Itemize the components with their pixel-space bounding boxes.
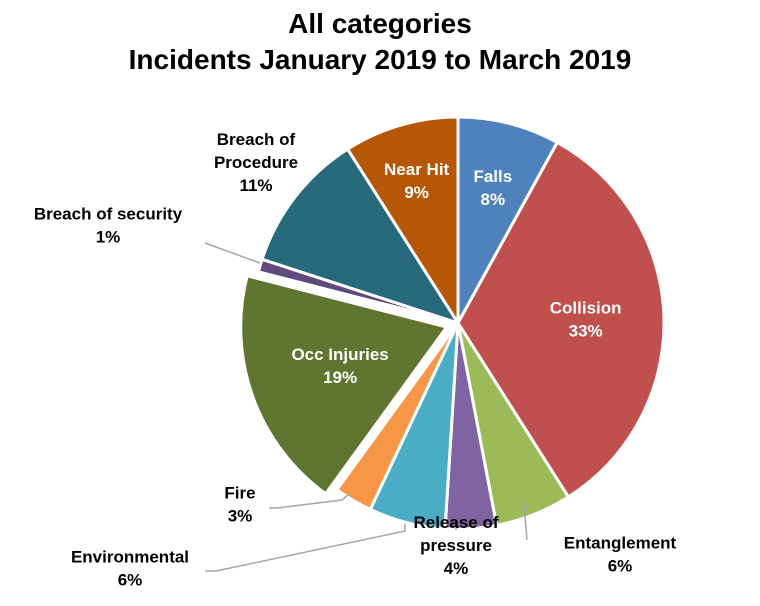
pie-slice-occ-injuries	[239, 274, 449, 496]
slice-label-collision: Collision 33%	[550, 298, 622, 340]
slice-label-occ-injuries: Occ Injuries 19%	[291, 345, 388, 387]
slice-label-breach-of-procedure: Breach of Procedure 11%	[214, 130, 298, 195]
slice-percent: 8%	[481, 190, 506, 209]
slice-label-fire: Fire 3%	[224, 484, 255, 526]
leader-line-entanglement	[523, 502, 528, 541]
slice-percent: 1%	[96, 228, 121, 247]
leader-line-fire	[269, 493, 350, 509]
slice-name: Breach of security	[34, 205, 183, 224]
slice-label-near-hit: Near Hit 9%	[384, 160, 450, 202]
slice-name: Entanglement	[564, 534, 677, 553]
slice-name: pressure	[420, 536, 492, 555]
leader-line-environmental	[205, 524, 406, 572]
leader-line-breach-of-security	[204, 242, 261, 264]
slice-name: Collision	[550, 298, 622, 317]
slice-name: Near Hit	[384, 160, 450, 179]
pie-slice-collision	[456, 140, 666, 499]
chart-title-line-2: Incidents January 2019 to March 2019	[128, 44, 632, 75]
leader-lines	[204, 242, 528, 572]
pie-slice-fire	[335, 321, 460, 511]
slice-name: Release of	[413, 513, 498, 532]
slice-name: Breach of	[217, 130, 296, 149]
slice-percent: 4%	[444, 559, 469, 578]
slice-label-breach-of-security: Breach of security 1%	[34, 205, 183, 247]
slice-percent: 33%	[569, 321, 603, 340]
slice-label-environmental: Environmental 6%	[71, 548, 189, 590]
pie-slice-near-hit	[346, 115, 460, 325]
slice-name: Falls	[473, 167, 512, 186]
slice-percent: 6%	[118, 571, 143, 590]
slice-label-entanglement: Entanglement 6%	[564, 534, 677, 576]
slice-percent: 6%	[608, 557, 633, 576]
pie-slices	[239, 115, 666, 531]
slice-name: Fire	[224, 484, 255, 503]
pie-slice-falls	[456, 115, 559, 325]
slice-name: Procedure	[214, 153, 298, 172]
slice-name: Occ Injuries	[291, 345, 388, 364]
slice-percent: 9%	[404, 183, 429, 202]
slice-percent: 11%	[239, 176, 272, 195]
slice-label-falls: Falls 8%	[473, 167, 512, 209]
slice-percent: 19%	[323, 368, 357, 387]
slice-label-release-of-pressure: Release of pressure 4%	[413, 513, 498, 578]
chart-title-line-1: All categories	[288, 8, 472, 39]
pie-slice-breach-of-procedure	[260, 147, 460, 325]
slice-percent: 3%	[228, 507, 253, 526]
slice-labels: Falls 8% Collision 33% Entanglement 6% Release…	[34, 130, 677, 590]
chart-title: All categories Incidents January 2019 to…	[0, 6, 760, 78]
slice-name: Environmental	[71, 548, 189, 567]
